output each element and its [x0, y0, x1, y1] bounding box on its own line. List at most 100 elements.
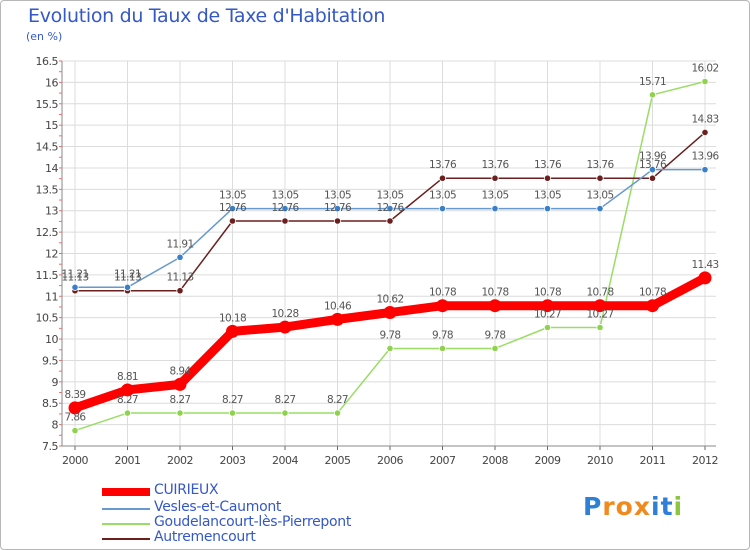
data-point	[281, 217, 289, 225]
data-point	[383, 306, 397, 320]
y-tick-label: 13	[45, 205, 58, 218]
data-point	[543, 204, 552, 213]
data-point	[701, 166, 709, 174]
data-point	[278, 320, 292, 334]
data-point	[71, 283, 79, 291]
data-label: 12.76	[324, 202, 352, 214]
legend-label-cuirieux: CUIRIEUX	[154, 482, 219, 498]
data-label: 10.78	[586, 287, 613, 299]
data-point	[593, 299, 607, 313]
x-tick-label: 2010	[587, 454, 613, 467]
y-tick-label: 15.5	[36, 98, 59, 111]
data-label: 11.13	[166, 272, 193, 284]
y-tick-label: 16.5	[36, 55, 59, 68]
y-tick-label: 8	[52, 419, 59, 432]
data-point	[596, 174, 604, 182]
data-point	[331, 312, 344, 326]
data-label: 10.78	[534, 287, 561, 299]
legend-label-vesles-et-caumont: Vesles-et-Caumont	[154, 499, 282, 515]
y-tick-label: 13.5	[36, 183, 59, 196]
data-label: 10.27	[534, 309, 561, 321]
x-tick-label: 2005	[325, 454, 351, 467]
data-label: 10.46	[324, 300, 352, 312]
data-point	[333, 409, 342, 417]
data-label: 10.78	[429, 287, 456, 299]
data-point	[386, 344, 394, 353]
data-point	[123, 409, 132, 417]
data-point	[491, 174, 499, 182]
data-label: 11.21	[61, 268, 88, 280]
data-label: 10.27	[586, 309, 613, 321]
data-label: 13.96	[639, 151, 667, 163]
data-label: 11.21	[114, 268, 141, 280]
data-point	[438, 344, 447, 353]
y-tick-label: 16	[45, 76, 58, 89]
data-label: 10.78	[639, 287, 666, 299]
data-label: 13.76	[481, 159, 509, 171]
x-tick-label: 2004	[272, 454, 298, 467]
data-label: 8.27	[275, 394, 296, 406]
data-point	[176, 287, 184, 295]
data-label: 10.28	[271, 308, 298, 320]
data-label: 14.83	[691, 113, 718, 125]
y-tick-label: 11.5	[36, 269, 59, 282]
data-point	[646, 299, 659, 313]
y-tick-label: 12	[45, 248, 58, 261]
data-label: 13.05	[376, 190, 403, 202]
data-point	[488, 299, 502, 313]
y-tick-label: 11	[45, 290, 58, 303]
chart-title: Evolution du Taux de Taxe d'Habitation	[28, 5, 386, 27]
data-label: 8.27	[170, 394, 191, 406]
data-point	[491, 204, 499, 213]
data-label: 13.05	[534, 190, 561, 202]
data-point	[491, 344, 499, 353]
data-point	[648, 91, 657, 99]
data-point	[438, 204, 447, 213]
x-tick-label: 2006	[377, 454, 403, 467]
data-label: 11.43	[691, 259, 718, 271]
data-label: 9.78	[432, 329, 453, 341]
data-point	[543, 323, 552, 332]
data-point	[228, 217, 237, 225]
data-label: 13.76	[586, 159, 614, 171]
data-label: 8.81	[117, 371, 138, 383]
data-label: 12.76	[271, 202, 299, 214]
y-tick-label: 10	[45, 333, 58, 346]
x-tick-label: 2002	[167, 454, 193, 467]
data-point	[228, 204, 237, 213]
y-tick-label: 14	[45, 162, 58, 175]
data-label: 11.91	[166, 238, 193, 250]
data-label: 11.13	[61, 272, 88, 284]
data-point	[698, 271, 712, 285]
data-point	[596, 204, 604, 213]
data-label: 13.05	[481, 190, 508, 202]
legend-swatch-goudelancourt	[102, 523, 150, 525]
x-tick-label: 2012	[692, 454, 718, 467]
data-label: 13.05	[429, 190, 456, 202]
data-point	[701, 128, 709, 137]
proxiti-logo: Proxiti	[583, 492, 683, 521]
data-label: 13.05	[324, 190, 351, 202]
x-tick-label: 2008	[482, 454, 508, 467]
y-tick-label: 14.5	[36, 141, 59, 154]
logo-letter: t	[660, 492, 674, 521]
data-label: 10.62	[376, 294, 403, 306]
x-tick-label: 2001	[115, 454, 141, 467]
logo-letter: o	[615, 492, 634, 521]
data-point	[281, 204, 289, 213]
y-tick-label: 9.5	[42, 354, 58, 367]
x-tick-label: 2011	[640, 454, 666, 467]
y-tick-label: 10.5	[36, 312, 59, 325]
data-label: 13.05	[271, 190, 298, 202]
y-tick-label: 8.5	[42, 397, 58, 410]
data-point	[176, 409, 184, 417]
logo-letter: i	[673, 492, 684, 521]
data-point	[226, 324, 239, 338]
x-tick-label: 2003	[220, 454, 246, 467]
data-label: 12.76	[376, 202, 404, 214]
legend-swatch-cuirieux	[102, 488, 150, 496]
data-label: 11.13	[114, 272, 141, 284]
data-point	[596, 323, 604, 332]
data-point	[333, 204, 342, 213]
